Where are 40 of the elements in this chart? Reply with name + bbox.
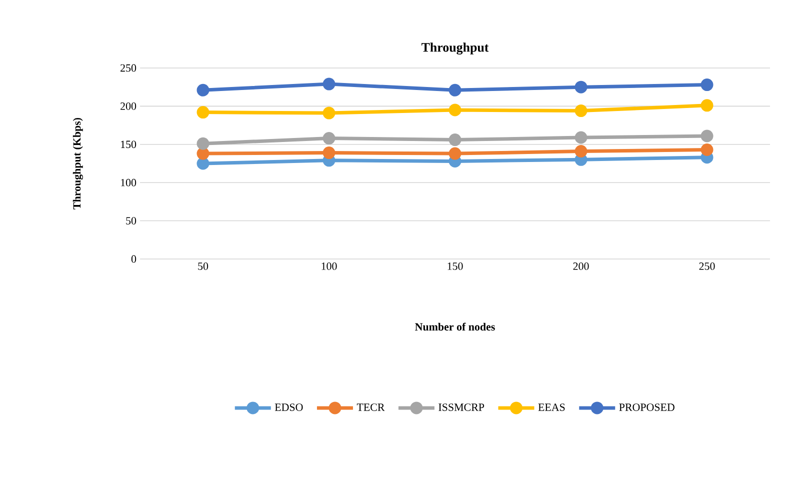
legend-label: EEAS [538, 404, 565, 411]
x-tick-label: 50 [198, 262, 208, 270]
point [322, 146, 336, 160]
point [574, 131, 588, 144]
point [700, 78, 714, 92]
point [448, 104, 462, 116]
point [448, 147, 462, 160]
y-axis-title: Throughput (Kbps) [72, 118, 83, 210]
legend-label: ISSMCRP [438, 404, 484, 411]
y-tick-label: 50 [126, 217, 136, 224]
point [574, 80, 588, 94]
y-tick-label: 0 [131, 255, 136, 263]
x-tick-label: 100 [322, 262, 337, 270]
point [700, 130, 714, 142]
legend-label: EDSO [274, 404, 303, 411]
point [574, 145, 588, 158]
y-tick-label: 100 [121, 178, 136, 186]
legend-label: TECR [356, 404, 385, 411]
point [196, 106, 210, 119]
point [196, 84, 210, 96]
point [322, 78, 336, 90]
legend-label: PROPOSED [619, 404, 674, 411]
y-tick-label: 150 [121, 140, 136, 148]
x-tick-label: 150 [448, 262, 463, 270]
point [322, 106, 336, 120]
y-tick-label: 200 [120, 102, 136, 110]
point [196, 137, 210, 150]
x-axis-title: Number of nodes [415, 322, 495, 331]
x-tick-label: 200 [573, 262, 589, 270]
point [574, 104, 588, 118]
point [448, 84, 462, 96]
y-tick-label: 250 [120, 64, 136, 72]
point [196, 147, 210, 160]
point [448, 134, 462, 146]
x-tick-label: 250 [699, 262, 715, 270]
point [700, 99, 714, 112]
point [700, 143, 714, 156]
point [196, 157, 210, 170]
point [322, 132, 336, 145]
chart-title: Throughput [421, 42, 489, 54]
